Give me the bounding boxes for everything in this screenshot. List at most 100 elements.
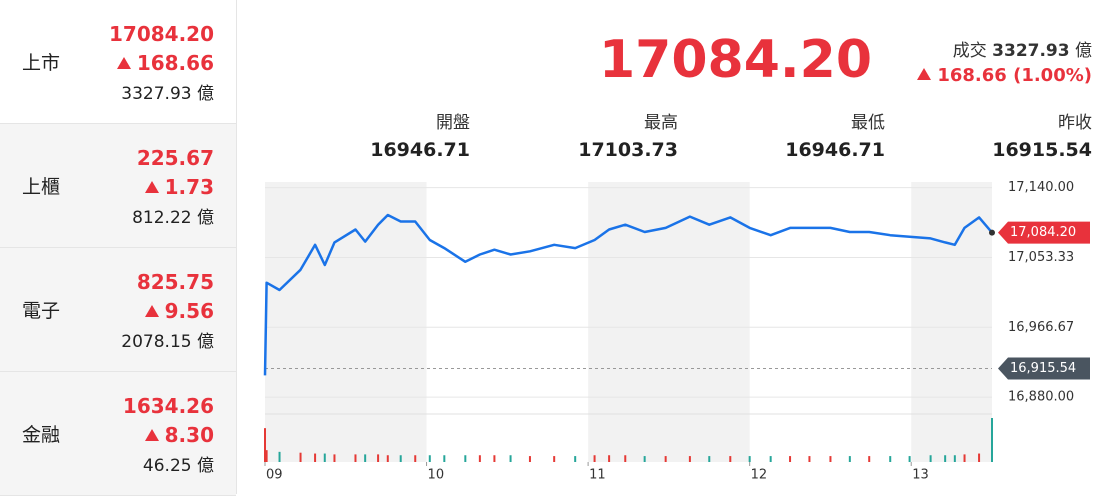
price-line bbox=[263, 213, 993, 376]
volume-bar bbox=[729, 456, 732, 462]
stat-value: 16915.54 bbox=[992, 139, 1092, 161]
index-volume: 46.25 億 bbox=[142, 456, 214, 476]
volume-bar bbox=[278, 451, 281, 462]
volume-bar bbox=[944, 455, 947, 462]
index-price: 17084.20 bbox=[108, 22, 214, 46]
index-name: 金融 bbox=[22, 424, 61, 446]
index-volume: 2078.15 億 bbox=[121, 332, 214, 352]
volume-bar bbox=[593, 455, 596, 462]
volume-bar bbox=[608, 455, 611, 462]
volume-label: 成交 bbox=[952, 41, 987, 61]
volume-bar bbox=[769, 456, 772, 462]
volume-bar bbox=[333, 454, 336, 462]
change-value: 9.56 bbox=[164, 299, 214, 323]
volume-bar bbox=[991, 418, 993, 462]
volume-bar bbox=[574, 456, 577, 462]
volume-bar bbox=[528, 456, 531, 462]
index-price: 825.75 bbox=[136, 270, 214, 294]
volume-value: 3327.93 bbox=[992, 41, 1070, 61]
volume-bar bbox=[323, 453, 326, 462]
up-arrow bbox=[144, 305, 159, 317]
volume-bar bbox=[953, 455, 956, 462]
volume-bar bbox=[553, 456, 556, 462]
up-arrow bbox=[116, 57, 131, 69]
stat-label: 開盤 bbox=[436, 113, 470, 133]
quote-price: 17084.20 bbox=[598, 30, 872, 90]
index-row[interactable]: 上櫃 225.67 1.73 812.22 億 bbox=[0, 124, 236, 248]
volume-bar bbox=[789, 456, 792, 462]
volume-bar bbox=[443, 455, 446, 462]
index-name: 電子 bbox=[22, 300, 61, 322]
volume-bar bbox=[889, 456, 892, 462]
x-tick-label: 13 bbox=[912, 468, 929, 483]
x-tick-label: 10 bbox=[428, 468, 445, 483]
volume-bar bbox=[386, 455, 389, 462]
index-price: 225.67 bbox=[136, 146, 214, 170]
up-arrow bbox=[144, 429, 159, 441]
up-arrow bbox=[917, 68, 932, 80]
volume-bar bbox=[493, 455, 496, 462]
volume-bar bbox=[908, 456, 911, 462]
change-value: 8.30 bbox=[164, 423, 214, 447]
index-volume: 3327.93 億 bbox=[121, 84, 214, 104]
volume-bar bbox=[978, 453, 981, 462]
y-tick-label: 16,966.67 bbox=[1008, 320, 1074, 335]
volume-bar bbox=[963, 454, 966, 462]
index-change: 1.73 bbox=[144, 175, 214, 199]
volume-bar bbox=[314, 453, 317, 462]
index-change: 168.66 bbox=[116, 51, 214, 75]
volume-bar bbox=[868, 456, 871, 462]
stat: 開盤 16946.71 bbox=[310, 108, 470, 161]
x-tick-label: 11 bbox=[589, 468, 606, 483]
y-tick-label: 16,880.00 bbox=[1008, 390, 1074, 405]
index-list: 上市 17084.20 168.66 3327.93 億 上櫃 225.67 1… bbox=[0, 0, 237, 496]
prev-close-tag bbox=[998, 357, 1090, 380]
volume-unit: 億 bbox=[1075, 41, 1092, 61]
index-price: 1634.26 bbox=[122, 394, 214, 418]
y-tick-label: 17,140.00 bbox=[1008, 180, 1074, 195]
volume-bar bbox=[377, 454, 380, 462]
stat: 昨收 16915.54 bbox=[932, 108, 1092, 161]
volume-bar bbox=[464, 455, 467, 462]
volume-bar bbox=[399, 455, 402, 462]
stat-label: 最低 bbox=[851, 113, 885, 133]
stat-label: 昨收 bbox=[1058, 113, 1092, 133]
stat: 最高 17103.73 bbox=[518, 108, 678, 161]
volume-bar bbox=[929, 455, 932, 462]
change-value: 168.66 bbox=[136, 51, 214, 75]
volume-bar bbox=[264, 428, 266, 462]
session-band bbox=[265, 182, 427, 462]
index-row[interactable]: 金融 1634.26 8.30 46.25 億 bbox=[0, 372, 236, 496]
last-price-dot bbox=[989, 229, 995, 236]
last-price-label: 17,084.20 bbox=[1010, 225, 1076, 240]
volume-bar bbox=[364, 454, 367, 462]
volume-bar bbox=[428, 455, 431, 462]
index-name: 上市 bbox=[22, 52, 61, 74]
session-band bbox=[911, 182, 992, 462]
volume-bar bbox=[509, 455, 512, 462]
change-value: 1.73 bbox=[164, 175, 214, 199]
volume-bar bbox=[708, 456, 711, 462]
change-value: 168.66 (1.00%) bbox=[937, 65, 1092, 86]
session-band bbox=[588, 182, 750, 462]
volume-bar bbox=[829, 456, 832, 462]
volume-bar bbox=[848, 456, 851, 462]
volume-bar bbox=[354, 454, 357, 462]
volume-bar bbox=[265, 450, 268, 462]
index-change: 9.56 bbox=[144, 299, 214, 323]
quote-volume: 成交 3327.93 億 bbox=[953, 36, 1092, 61]
stat-value: 16946.71 bbox=[370, 139, 470, 161]
volume-bar bbox=[664, 456, 667, 462]
volume-bar bbox=[478, 455, 481, 462]
volume-bar bbox=[748, 456, 751, 462]
quote-change: 168.66 (1.00%) bbox=[917, 65, 1092, 86]
volume-bar bbox=[414, 455, 417, 462]
up-arrow bbox=[144, 181, 159, 193]
volume-bar bbox=[808, 456, 811, 462]
volume-bar bbox=[688, 456, 691, 462]
index-change: 8.30 bbox=[144, 423, 214, 447]
index-row[interactable]: 電子 825.75 9.56 2078.15 億 bbox=[0, 248, 236, 372]
prev-close-label: 16,915.54 bbox=[1010, 361, 1076, 376]
index-row[interactable]: 上市 17084.20 168.66 3327.93 億 bbox=[0, 0, 236, 124]
